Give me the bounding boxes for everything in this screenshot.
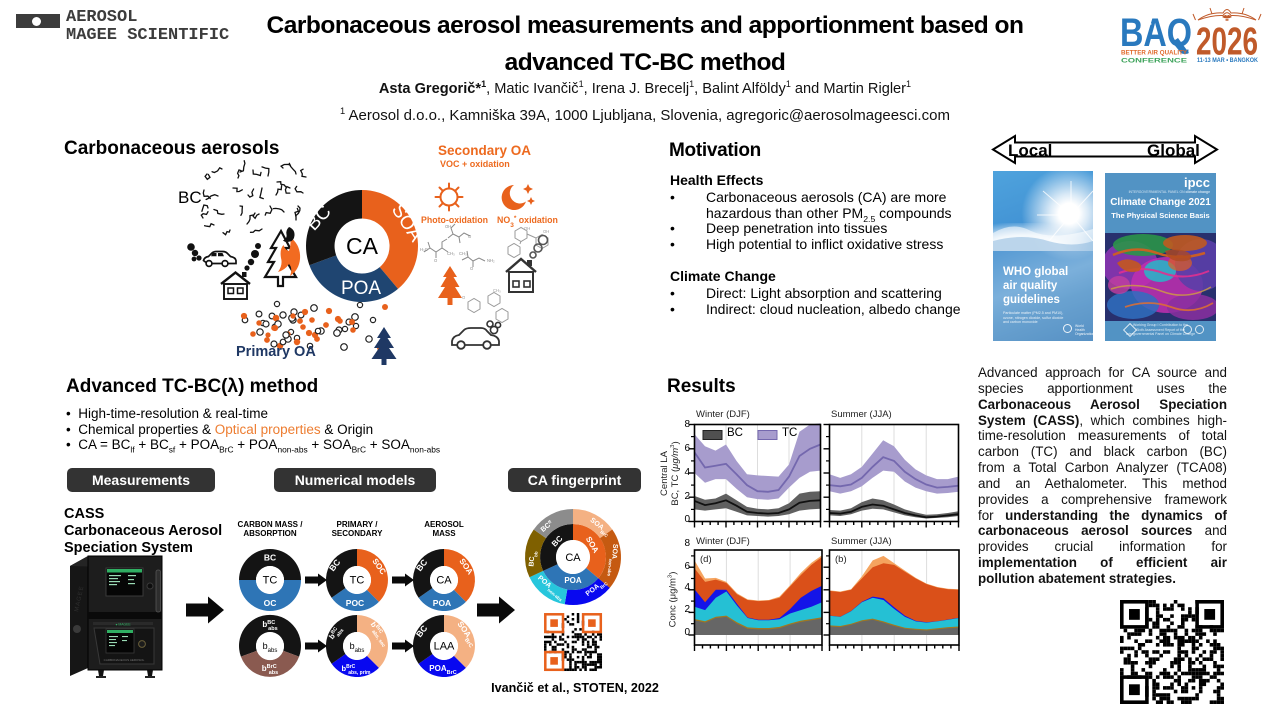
svg-text:POC: POC xyxy=(346,598,364,608)
svg-text:OH: OH xyxy=(445,224,451,229)
svg-text:LAA: LAA xyxy=(434,641,455,653)
svg-text:O: O xyxy=(470,266,474,271)
svg-text:POA: POA xyxy=(341,278,381,299)
svg-text:POA: POA xyxy=(433,598,451,608)
svg-text:BC: BC xyxy=(178,188,202,207)
svg-text:MAGEE: MAGEE xyxy=(74,585,85,612)
svg-text:CH₃: CH₃ xyxy=(493,288,501,293)
svg-text:● MAGEE: ● MAGEE xyxy=(115,622,131,626)
svg-text:O: O xyxy=(462,295,466,300)
svg-text:CA: CA xyxy=(565,552,581,564)
svg-text:CH₃: CH₃ xyxy=(459,251,467,256)
svg-text:Secondary OA: Secondary OA xyxy=(438,143,531,158)
svg-text:SOAnon-abs: SOAnon-abs xyxy=(607,543,618,577)
svg-text:CH₃: CH₃ xyxy=(447,251,455,256)
svg-text:O: O xyxy=(468,234,472,239)
svg-text:TC: TC xyxy=(263,575,278,587)
svg-text:BETTER AIR QUALITY: BETTER AIR QUALITY xyxy=(1121,50,1188,57)
svg-text:CA: CA xyxy=(436,575,452,587)
svg-text:POA: POA xyxy=(564,576,582,585)
svg-text:Primary OA: Primary OA xyxy=(236,344,316,360)
svg-text:PRIMARY /: PRIMARY / xyxy=(337,520,379,529)
svg-text:11-13 MAR • BANGKOK: 11-13 MAR • BANGKOK xyxy=(1197,57,1258,64)
svg-text:CA: CA xyxy=(346,233,379,259)
svg-text:AEROSOL: AEROSOL xyxy=(424,520,464,529)
svg-text:OH: OH xyxy=(543,229,549,234)
svg-text:Global: Global xyxy=(1147,141,1200,160)
svg-text:TC: TC xyxy=(350,575,365,587)
svg-text:Photo-oxidation: Photo-oxidation xyxy=(421,215,488,225)
svg-text:ABSORPTION: ABSORPTION xyxy=(243,529,297,538)
svg-text:O: O xyxy=(434,258,438,263)
svg-text:VOC + oxidation: VOC + oxidation xyxy=(440,159,510,169)
svg-text:OC: OC xyxy=(264,598,277,608)
svg-text:H₃C: H₃C xyxy=(420,247,428,252)
svg-text:Local: Local xyxy=(1008,141,1052,160)
svg-text:CARBON MASS /: CARBON MASS / xyxy=(238,520,304,529)
svg-text:BC: BC xyxy=(264,553,276,563)
svg-text:CARBONACEOUS AEROSOL: CARBONACEOUS AEROSOL xyxy=(104,658,145,662)
svg-text:CONFERENCE: CONFERENCE xyxy=(1121,58,1187,64)
svg-text:SECONDARY: SECONDARY xyxy=(332,529,383,538)
svg-text:BCbb: BCbb xyxy=(528,551,538,568)
svg-text:MASS: MASS xyxy=(432,529,456,538)
svg-text:2026: 2026 xyxy=(1196,21,1258,64)
svg-text:OH: OH xyxy=(524,226,530,231)
svg-text:NH₂: NH₂ xyxy=(487,258,495,263)
